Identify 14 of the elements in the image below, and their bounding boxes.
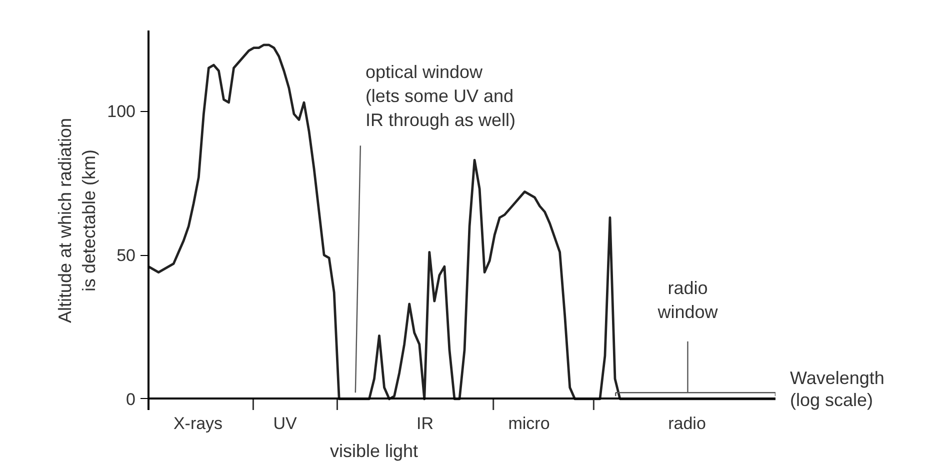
text: IR (416, 413, 434, 435)
text: X-rays (172, 413, 224, 435)
annotation: optical window (lets some UV and IR through as well) (365, 62, 516, 130)
y-tick-label: 50 (116, 246, 136, 266)
y-tick-label: 0 (126, 390, 136, 409)
text: micro (507, 413, 551, 435)
y-tick-label: 100 (107, 102, 136, 122)
text: visible light (330, 440, 418, 463)
text: radio (667, 413, 707, 435)
y-axis-title: Altitude at which radiation is detectable (km) (55, 118, 100, 324)
text: UV (272, 413, 298, 435)
annotation: radio window (656, 278, 719, 322)
line-series (148, 44, 776, 400)
x-axis-title: Wavelength (log scale) (790, 368, 884, 412)
